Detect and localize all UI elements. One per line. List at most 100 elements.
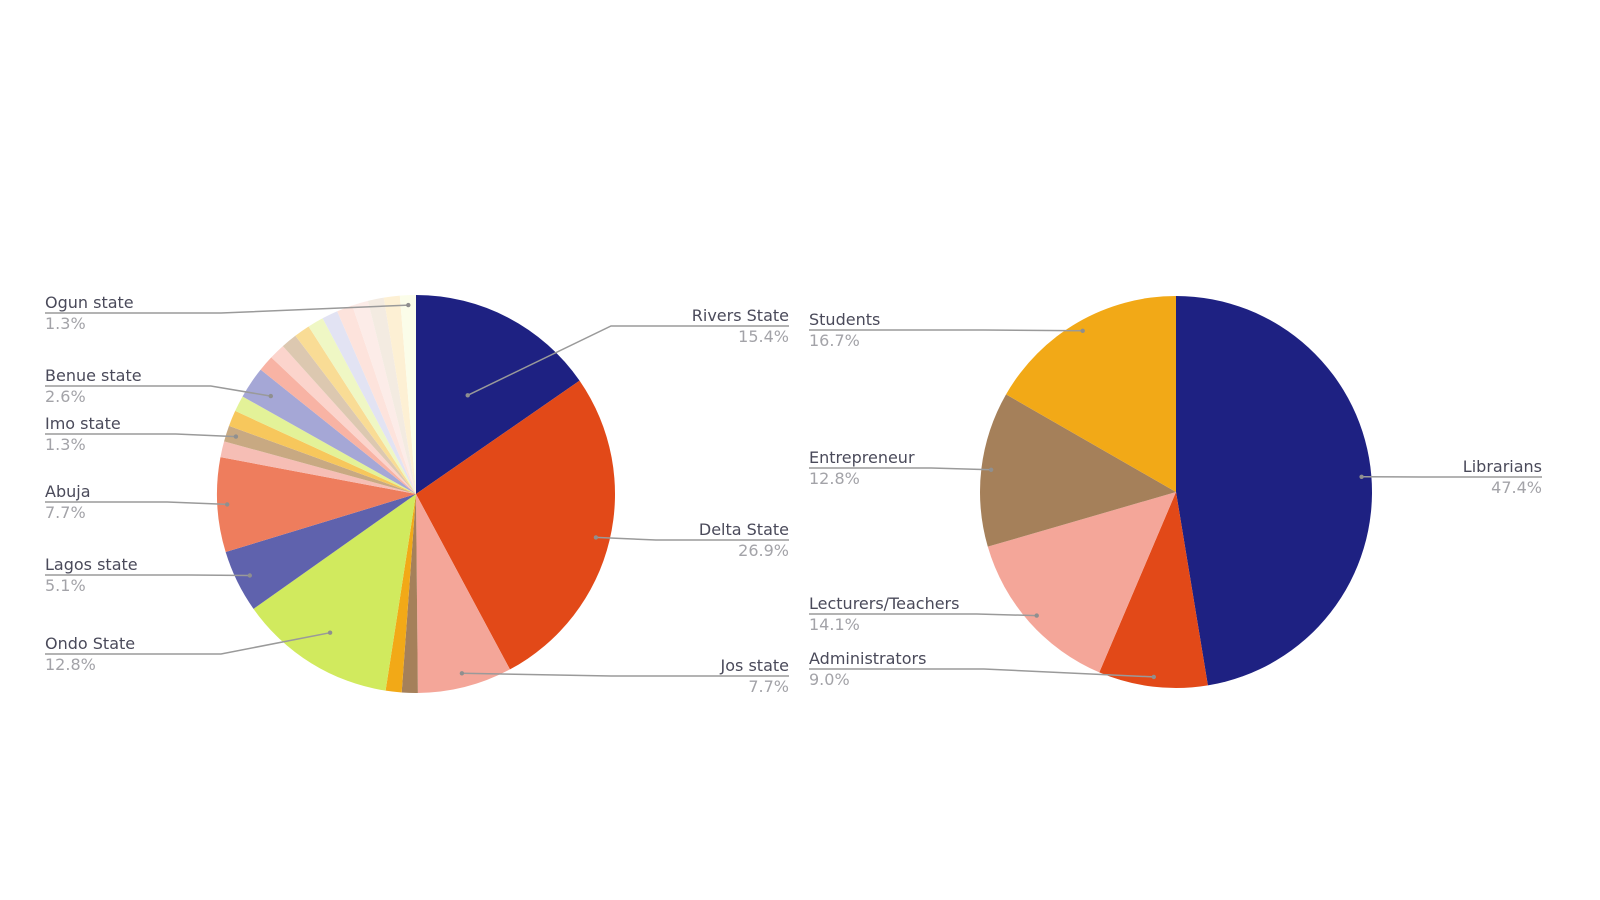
slice-percent-text: 9.0% (809, 670, 850, 689)
slice-percent-text: 12.8% (809, 469, 860, 488)
pie-slice-delta-state[interactable] (416, 380, 616, 670)
slice-percent-text: 47.4% (1491, 478, 1542, 497)
pie-slice-imo-state[interactable] (224, 425, 416, 494)
label-jos-state: Jos state 7.7% (459, 656, 789, 696)
leader-line (45, 501, 228, 506)
leader-dot (988, 467, 994, 472)
pie-slice-librarians[interactable] (1176, 296, 1373, 686)
leader-line (809, 467, 992, 471)
slice-label-text: Librarians (1463, 457, 1542, 476)
slice-label-text: Imo state (45, 414, 121, 433)
slice-percent-text: 1.3% (45, 314, 86, 333)
pie-slice-unlabeled-14[interactable] (271, 346, 416, 494)
slice-label-text: Lecturers/Teachers (809, 594, 959, 613)
leader-dot (465, 393, 470, 398)
leader-line (595, 536, 789, 541)
slice-label-text: Ogun state (45, 293, 134, 312)
pie-slice-unlabeled-8[interactable] (220, 441, 416, 494)
pie-slice-ondo-state[interactable] (253, 494, 416, 691)
label-administrators: Administrators 9.0% (809, 649, 1157, 689)
pie-slice-entrepreneur[interactable] (979, 394, 1176, 547)
leader-dot (406, 302, 411, 308)
pie-slice-unlabeled-11[interactable] (235, 396, 416, 494)
slice-percent-text: 7.7% (45, 503, 86, 522)
pie-slice-jos-state[interactable] (416, 494, 510, 693)
pie-slice-unlabeled-19[interactable] (337, 305, 416, 494)
slice-label-text: Administrators (809, 649, 926, 668)
leader-line (45, 574, 250, 577)
label-imo-state: Imo state 1.3% (45, 414, 239, 454)
slice-label-text: Benue state (45, 366, 142, 385)
label-lecturers-teachers: Lecturers/Teachers 14.1% (809, 594, 1039, 634)
leader-line (809, 668, 1154, 678)
leader-dot (1034, 613, 1039, 618)
pie-slice-rivers-state[interactable] (416, 295, 580, 494)
pie-slice-administrators[interactable] (1099, 492, 1208, 689)
slice-percent-text: 15.4% (738, 327, 789, 346)
leader-line (45, 631, 331, 655)
leader-dot (225, 502, 230, 507)
pie-slice-unlabeled-4[interactable] (385, 494, 416, 693)
leader-line (45, 433, 236, 438)
leader-dot (268, 393, 273, 399)
leader-dot (459, 671, 465, 676)
slice-percent-text: 1.3% (45, 435, 86, 454)
slice-percent-text: 14.1% (809, 615, 860, 634)
pie-slice-benue-state[interactable] (242, 369, 416, 494)
pie-slice-unlabeled-20[interactable] (352, 300, 416, 494)
leader-dot (1080, 328, 1085, 333)
pie-slice-unlabeled-15[interactable] (282, 335, 416, 494)
leader-dot (1151, 674, 1157, 680)
slice-label-text: Abuja (45, 482, 91, 501)
label-rivers-state: Rivers State 15.4% (465, 306, 789, 398)
slice-label-text: Delta State (699, 520, 789, 539)
leader-line (45, 385, 271, 397)
slice-percent-text: 26.9% (738, 541, 789, 560)
label-delta-state: Delta State 26.9% (593, 520, 789, 560)
pie-slice-students[interactable] (1006, 296, 1176, 492)
leader-line (809, 329, 1083, 332)
slice-label-text: Lagos state (45, 555, 138, 574)
leader-dot (1359, 474, 1364, 479)
pie-slice-ogun-state[interactable] (399, 295, 416, 494)
label-lagos-state: Lagos state 5.1% (45, 555, 252, 595)
pie-labels: Librarians 47.4% Administrators 9.0% Lecture… (809, 310, 1542, 689)
label-ondo-state: Ondo State 12.8% (45, 630, 333, 674)
slice-label-text: Entrepreneur (809, 448, 915, 467)
leader-dot (593, 535, 599, 540)
label-abuja: Abuja 7.7% (45, 482, 230, 522)
pie-slice-unlabeled-22[interactable] (383, 295, 416, 494)
slice-percent-text: 5.1% (45, 576, 86, 595)
pie-slice-unlabeled-18[interactable] (322, 311, 416, 494)
label-ogun-state: Ogun state 1.3% (45, 293, 411, 333)
label-students: Students 16.7% (809, 310, 1085, 350)
leader-line (461, 672, 789, 677)
slice-label-text: Jos state (720, 656, 789, 675)
pie-slice-unlabeled-21[interactable] (367, 297, 416, 494)
label-entrepreneur: Entrepreneur 12.8% (809, 448, 994, 488)
pie-labels: Rivers State 15.4% Delta State 26.9% Jos sta… (45, 293, 789, 696)
pie-slice-abuja[interactable] (217, 457, 416, 553)
slice-label-text: Ondo State (45, 634, 135, 653)
slice-label-text: Students (809, 310, 880, 329)
pie-slices (217, 295, 616, 693)
pie-slice-unlabeled-13[interactable] (260, 357, 416, 494)
pie-slice-unlabeled-17[interactable] (308, 318, 416, 494)
pie-slice-unlabeled-16[interactable] (295, 326, 416, 494)
slice-percent-text: 7.7% (748, 677, 789, 696)
slice-label-text: Rivers State (692, 306, 789, 325)
leader-line (467, 325, 789, 396)
pie-slice-unlabeled-10[interactable] (229, 410, 416, 494)
leader-line (809, 613, 1037, 617)
slice-percent-text: 2.6% (45, 387, 86, 406)
pie-slice-lecturers-teachers[interactable] (987, 492, 1176, 673)
pie-chart-locations: Rivers State 15.4% Delta State 26.9% Jos sta… (45, 293, 789, 696)
leader-dot (233, 434, 239, 439)
leader-dot (327, 630, 333, 635)
slice-percent-text: 12.8% (45, 655, 96, 674)
pie-chart-occupations: Librarians 47.4% Administrators 9.0% Lecture… (809, 296, 1542, 689)
pie-slice-unlabeled-3[interactable] (401, 494, 418, 693)
pie-slice-lagos-state[interactable] (225, 494, 416, 609)
label-librarians: Librarians 47.4% (1359, 457, 1542, 497)
